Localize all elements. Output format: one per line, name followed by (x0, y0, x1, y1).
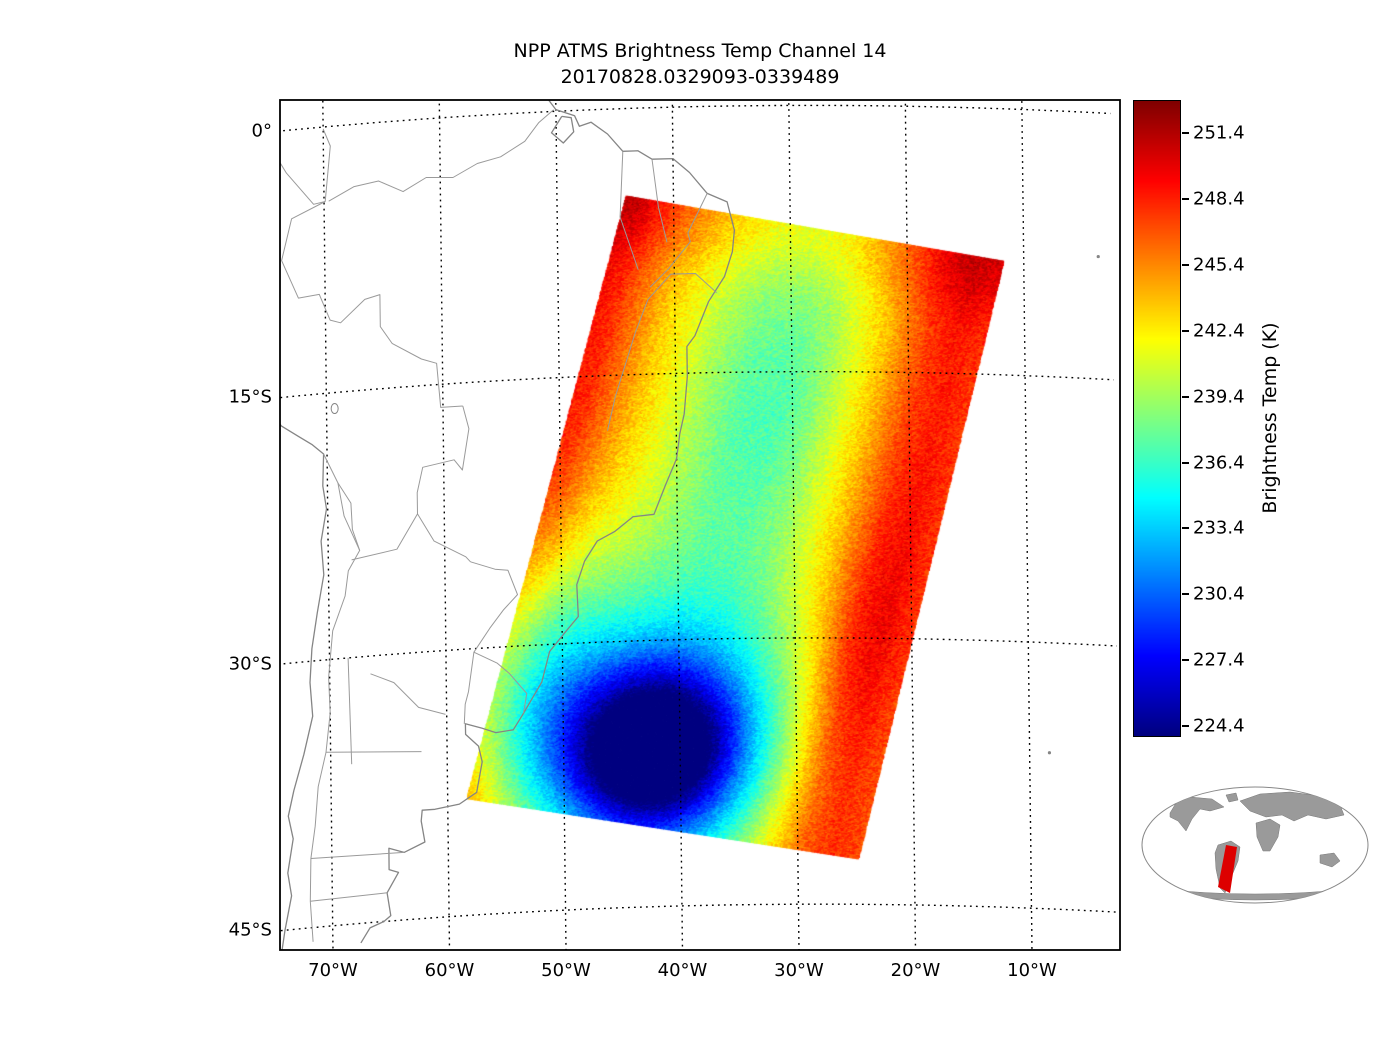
y-tick-label: 15°S (202, 387, 272, 408)
figure: NPP ATMS Brightness Temp Channel 14 2017… (0, 0, 1400, 1050)
swath-heatmap-canvas (280, 100, 1120, 950)
colorbar-tick-label: 248.4 (1193, 188, 1245, 209)
x-tick-label: 40°W (658, 960, 708, 981)
colorbar-tick-mark (1182, 527, 1189, 529)
chart-subtitle: 20170828.0329093-0339489 (280, 66, 1120, 88)
colorbar-axis-label: Brightness Temp (K) (1259, 322, 1281, 513)
colorbar-tick-label: 239.4 (1193, 386, 1245, 407)
colorbar-tick-mark (1182, 132, 1189, 134)
x-tick-label: 50°W (541, 960, 591, 981)
border-line (267, 148, 280, 198)
x-tick-label: 70°W (308, 960, 358, 981)
colorbar-tick-label: 233.4 (1193, 518, 1245, 539)
colorbar-tick-label: 227.4 (1193, 650, 1245, 671)
x-tick-label: 30°W (774, 960, 824, 981)
y-tick-label: 30°S (202, 653, 272, 674)
x-tick-label: 10°W (1007, 960, 1057, 981)
colorbar-tick-label: 236.4 (1193, 452, 1245, 473)
colorbar-tick-mark (1182, 198, 1189, 200)
x-tick-label: 60°W (425, 960, 475, 981)
colorbar-canvas (1133, 100, 1181, 737)
colorbar-tick-label: 230.4 (1193, 584, 1245, 605)
colorbar-tick-mark (1182, 659, 1189, 661)
colorbar-tick-mark (1182, 593, 1189, 595)
colorbar-tick-mark (1182, 462, 1189, 464)
colorbar-tick-mark (1182, 330, 1189, 332)
x-tick-label: 20°W (891, 960, 941, 981)
colorbar-tick-label: 242.4 (1193, 320, 1245, 341)
colorbar-tick-mark (1182, 396, 1189, 398)
colorbar-tick-mark (1182, 264, 1189, 266)
y-tick-label: 0° (202, 120, 272, 141)
colorbar-tick-mark (1182, 725, 1189, 727)
colorbar-tick-label: 245.4 (1193, 254, 1245, 275)
chart-title: NPP ATMS Brightness Temp Channel 14 (280, 40, 1120, 62)
inset-globe-map (1138, 783, 1372, 907)
y-tick-label: 45°S (202, 919, 272, 940)
colorbar-tick-label: 251.4 (1193, 122, 1245, 143)
colorbar-tick-label: 224.4 (1193, 716, 1245, 737)
